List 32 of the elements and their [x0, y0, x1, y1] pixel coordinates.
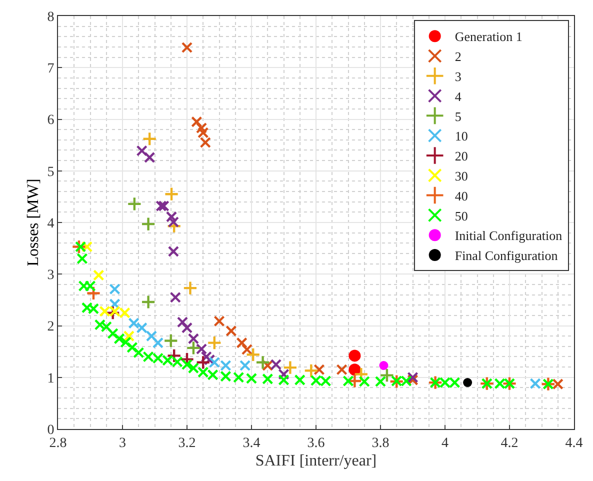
- x-tick-label: 3.8: [372, 436, 390, 451]
- y-tick-label: 8: [47, 10, 54, 25]
- x-tick-label: 3: [119, 436, 126, 451]
- x-axis-title: SAIFI [interr/year]: [255, 452, 377, 470]
- legend-label: 50: [454, 208, 468, 224]
- legend-label: Final Configuration: [454, 248, 558, 264]
- legend-label: 40: [454, 188, 468, 204]
- x-tick-label: 3.2: [178, 436, 196, 451]
- legend-label: Initial Configuration: [454, 228, 563, 244]
- x-tick-label: 2.8: [49, 436, 67, 451]
- legend-label: 5: [454, 108, 462, 124]
- y-tick-label: 2: [47, 320, 54, 335]
- y-tick-label: 3: [47, 268, 54, 284]
- legend-label: Generation 1: [454, 29, 522, 44]
- y-tick-label: 5: [47, 164, 54, 180]
- y-axis-title: Losses [MW]: [25, 178, 42, 266]
- y-tick-label: 7: [47, 62, 54, 77]
- x-tick-label: 4.2: [500, 436, 518, 451]
- x-tick-label: 4.4: [565, 436, 583, 451]
- legend-label: 2: [454, 49, 462, 64]
- y-tick-label: 1: [47, 371, 54, 386]
- x-tick-label: 4: [442, 436, 448, 451]
- y-tick-label: 4: [47, 216, 54, 232]
- x-tick-label: 3.4: [242, 436, 260, 451]
- legend-label: 10: [454, 128, 468, 144]
- legend-label: 4: [454, 88, 462, 104]
- legend-label: 30: [454, 168, 468, 184]
- y-tick-label: 0: [47, 422, 54, 438]
- x-tick-label: 3.6: [307, 436, 325, 451]
- legend-label: 20: [454, 148, 468, 164]
- legend-label: 3: [454, 68, 462, 84]
- y-tick-label: 6: [47, 113, 54, 128]
